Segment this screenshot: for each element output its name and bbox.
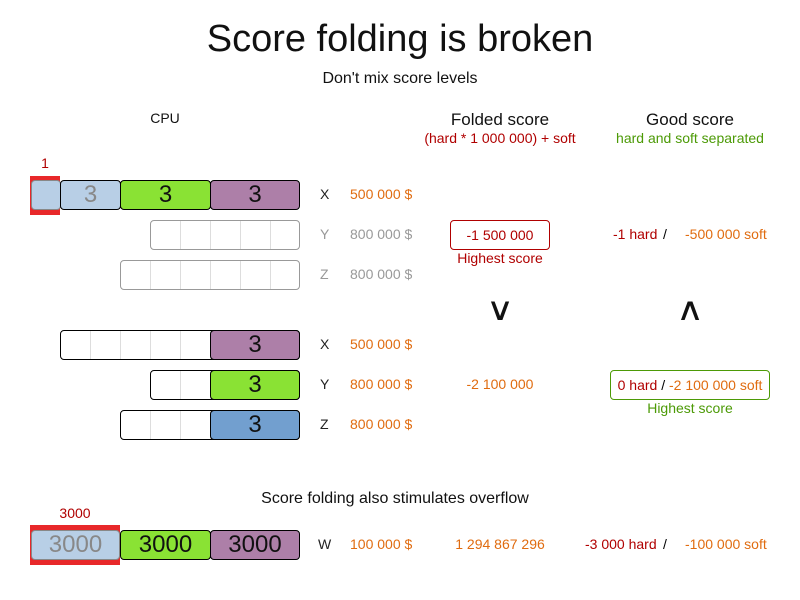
good-heading: Good score <box>646 110 734 129</box>
computer-label: Z <box>320 416 329 432</box>
computer-label: X <box>320 336 330 352</box>
computer-cost: 800 000 $ <box>350 416 413 432</box>
computer-cost: 500 000 $ <box>350 186 413 202</box>
folded-score: 1 294 867 296 <box>455 536 545 552</box>
page-title: Score folding is broken <box>206 18 594 60</box>
capacity-marker-label: 3000 <box>59 505 91 521</box>
process-segment-blue: 3 <box>60 180 121 210</box>
process-segment-blue: 3000 <box>31 530 120 560</box>
folded-score-box: -1 500 000 <box>450 220 550 250</box>
computer-label: Y <box>320 376 330 392</box>
process-segment-purple: 3 <box>210 180 300 210</box>
good-hard: -3 000 hard <box>585 536 657 552</box>
good-highest-note: Highest score <box>647 400 733 416</box>
less-than-symbol: ∨ <box>485 291 515 327</box>
overflow-heading: Score folding also stimulates overflow <box>261 490 529 507</box>
computer-cost: 100 000 $ <box>350 536 413 552</box>
process-segment-green: 3000 <box>120 530 211 560</box>
process-segment-blue: 3 <box>210 410 300 440</box>
good-score-box: 0 hard / -2 100 000 soft <box>610 370 770 400</box>
subtitle: Don't mix score levels <box>322 70 478 87</box>
computer-label: X <box>320 186 330 202</box>
good-soft: -100 000 soft <box>685 536 767 552</box>
process-segment-green: 3 <box>210 370 300 400</box>
folded-formula: (hard * 1 000 000) + soft <box>424 130 576 146</box>
computer-cost: 800 000 $ <box>350 266 413 282</box>
greater-than-symbol: ∧ <box>675 291 705 327</box>
good-soft: -2 100 000 soft <box>668 377 763 393</box>
process-segment-green: 3 <box>120 180 211 210</box>
overflow-segment <box>31 180 61 210</box>
process-segment-purple: 3 <box>210 330 300 360</box>
computer-bar-empty <box>150 220 300 250</box>
good-soft: -500 000 soft <box>685 226 767 242</box>
computer-cost: 800 000 $ <box>350 376 413 392</box>
process-segment-purple: 3000 <box>210 530 300 560</box>
computer-label: Y <box>320 226 330 242</box>
capacity-marker-label: 1 <box>41 155 49 171</box>
cpu-label: CPU <box>150 110 180 126</box>
computer-cost: 800 000 $ <box>350 226 413 242</box>
good-desc: hard and soft separated <box>616 130 764 146</box>
separator: / <box>661 377 666 393</box>
folded-score: -2 100 000 <box>466 376 534 392</box>
separator: / <box>663 536 667 552</box>
computer-cost: 500 000 $ <box>350 336 413 352</box>
computer-bar-empty <box>120 260 300 290</box>
computer-label: W <box>318 536 332 552</box>
folded-heading: Folded score <box>450 110 550 129</box>
separator: / <box>663 226 667 242</box>
good-hard: 0 hard <box>617 377 658 393</box>
good-hard: -1 hard <box>613 226 658 242</box>
computer-label: Z <box>320 266 329 282</box>
folded-highest-note: Highest score <box>457 250 543 266</box>
